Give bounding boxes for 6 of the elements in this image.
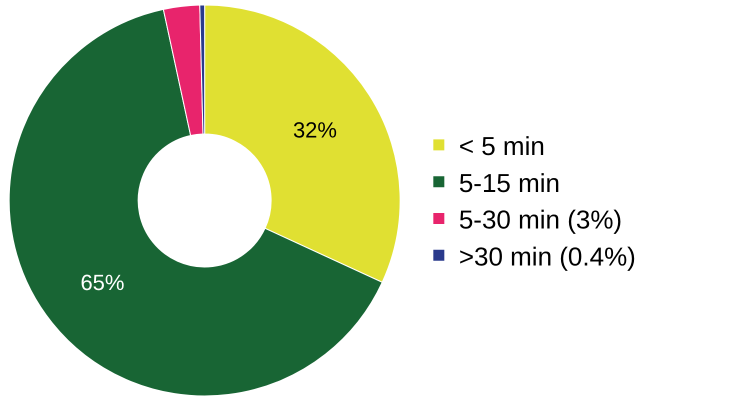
- legend-label: < 5 min: [458, 131, 545, 162]
- data-label: 65%: [80, 270, 124, 295]
- legend-label: >30 min (0.4%): [458, 241, 636, 272]
- data-label: 32%: [292, 117, 337, 142]
- legend-label: 5-15 min: [458, 168, 560, 198]
- legend-label: 5-30 min (3%): [458, 204, 622, 235]
